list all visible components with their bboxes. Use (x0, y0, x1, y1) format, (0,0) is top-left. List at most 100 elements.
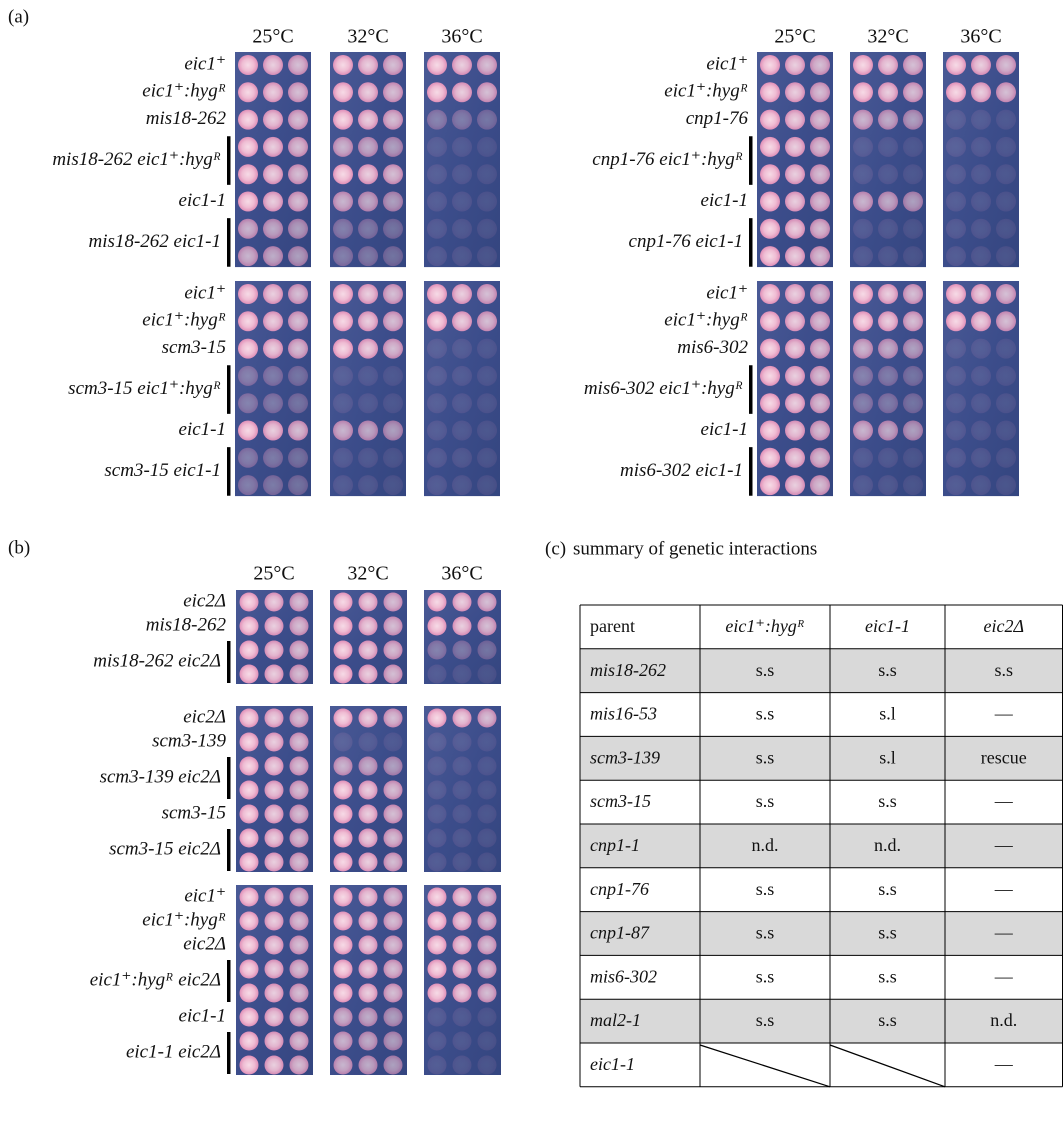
spot (946, 219, 966, 239)
spot (428, 805, 447, 824)
spot (290, 781, 309, 800)
spot (903, 311, 923, 331)
spot (452, 55, 472, 75)
spot (290, 709, 309, 728)
pair-bracket (227, 1032, 231, 1074)
spot (477, 393, 497, 413)
spot (238, 192, 258, 212)
spot (288, 164, 308, 184)
pair-bracket (749, 218, 753, 267)
table-cell: n.d. (874, 835, 901, 855)
spot (263, 55, 283, 75)
spot (265, 665, 284, 684)
spot (359, 1008, 378, 1027)
table-cell: s.s (878, 923, 897, 943)
pair-bracket (227, 365, 231, 414)
spot (238, 219, 258, 239)
spot (853, 82, 873, 102)
spot (853, 219, 873, 239)
spot (785, 219, 805, 239)
spot (358, 366, 378, 386)
spot (853, 448, 873, 468)
spot (263, 246, 283, 266)
spot (265, 617, 284, 636)
spot (878, 110, 898, 130)
spot (238, 475, 258, 495)
spot (760, 475, 780, 495)
spot (240, 641, 259, 660)
strain-label: mis6-302 (677, 337, 748, 358)
spot (785, 192, 805, 212)
spot (334, 888, 353, 907)
spot (452, 110, 472, 130)
spot (359, 709, 378, 728)
spot (903, 448, 923, 468)
spot (996, 339, 1016, 359)
spot (265, 960, 284, 979)
temperature-header: 36°C (441, 26, 482, 48)
spot (477, 82, 497, 102)
spot (359, 888, 378, 907)
spot (333, 475, 353, 495)
spot (903, 475, 923, 495)
spot (288, 421, 308, 441)
spot (263, 421, 283, 441)
spot (453, 936, 472, 955)
spot (333, 421, 353, 441)
spot (903, 82, 923, 102)
spot (785, 110, 805, 130)
spot (971, 55, 991, 75)
pair-bracket (227, 218, 231, 267)
spot (996, 82, 1016, 102)
spot (452, 219, 472, 239)
pair-bracket (749, 447, 753, 496)
spot (878, 219, 898, 239)
spot (478, 853, 497, 872)
spot (428, 617, 447, 636)
spot (240, 912, 259, 931)
spot (427, 110, 447, 130)
table-cell: — (994, 879, 1014, 899)
strain-label: eic1⁺:hygᴿ (142, 81, 226, 102)
spot (853, 164, 873, 184)
spot (334, 733, 353, 752)
table-cell: s.s (756, 747, 775, 767)
spot (478, 984, 497, 1003)
spot (853, 475, 873, 495)
spot (383, 421, 403, 441)
table-cell: — (994, 791, 1014, 811)
strain-label: cnp1-76 (686, 108, 749, 129)
spot (810, 192, 830, 212)
strain-label: scm3-15 eic1-1 (104, 460, 221, 481)
table-cell: — (994, 704, 1014, 724)
spot (478, 888, 497, 907)
spot (427, 192, 447, 212)
table-cell: s.s (994, 660, 1013, 680)
strain-label: eic1⁺:hygᴿ eic2Δ (90, 969, 221, 990)
spot (359, 1056, 378, 1075)
spot (785, 164, 805, 184)
pair-bracket (227, 960, 231, 1002)
spot (290, 733, 309, 752)
spot (452, 284, 472, 304)
spot (478, 936, 497, 955)
spot (903, 192, 923, 212)
spot (452, 164, 472, 184)
spot (477, 284, 497, 304)
spot (878, 246, 898, 266)
spot (878, 311, 898, 331)
spot (290, 960, 309, 979)
spot (238, 82, 258, 102)
strain-label: eic2Δ (183, 933, 226, 954)
spot (853, 311, 873, 331)
spot (996, 192, 1016, 212)
spot (760, 219, 780, 239)
spot (333, 393, 353, 413)
table-cell: s.s (756, 791, 775, 811)
spot (453, 1032, 472, 1051)
spot (478, 757, 497, 776)
spot (240, 709, 259, 728)
spot (428, 936, 447, 955)
spot (785, 284, 805, 304)
spot (290, 888, 309, 907)
